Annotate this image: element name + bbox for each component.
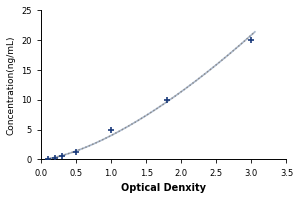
Y-axis label: Concentration(ng/mL): Concentration(ng/mL): [7, 35, 16, 135]
X-axis label: Optical Denxity: Optical Denxity: [121, 183, 206, 193]
